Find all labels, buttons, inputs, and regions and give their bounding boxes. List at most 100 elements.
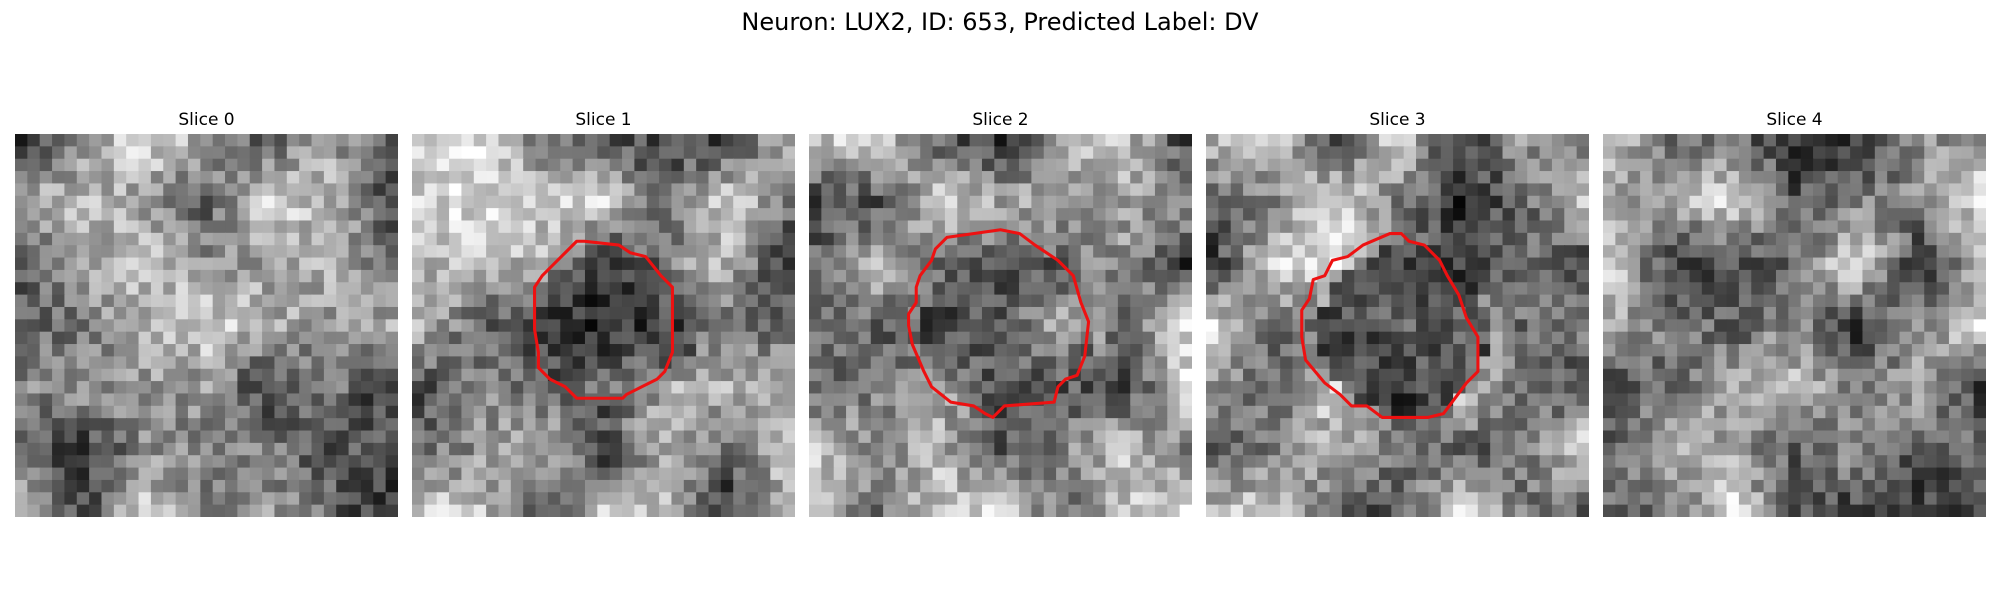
pixel-cell bbox=[858, 479, 872, 494]
pixel-cell bbox=[1080, 183, 1094, 197]
pixel-cell bbox=[27, 331, 41, 345]
pixel-cell bbox=[634, 368, 648, 382]
pixel-cell bbox=[745, 282, 759, 296]
pixel-cell bbox=[1206, 356, 1220, 370]
pixel-cell bbox=[1899, 418, 1913, 432]
pixel-cell bbox=[461, 220, 475, 234]
pixel-cell bbox=[1527, 492, 1541, 506]
pixel-cell bbox=[1317, 319, 1331, 333]
pixel-cell bbox=[52, 208, 66, 222]
pixel-cell bbox=[944, 171, 959, 185]
pixel-cell bbox=[1862, 245, 1876, 259]
pixel-cell bbox=[683, 405, 697, 419]
pixel-cell bbox=[1775, 405, 1790, 419]
pixel-cell bbox=[286, 344, 300, 358]
pixel-cell bbox=[1874, 492, 1888, 506]
pixel-cell bbox=[473, 479, 487, 494]
pixel-cell bbox=[696, 393, 710, 407]
pixel-cell bbox=[1738, 344, 1753, 358]
pixel-cell bbox=[733, 405, 747, 419]
pixel-cell bbox=[249, 282, 263, 296]
pixel-cell bbox=[1093, 146, 1107, 160]
pixel-cell bbox=[1105, 220, 1119, 234]
pixel-cell bbox=[1154, 232, 1169, 246]
pixel-cell bbox=[39, 405, 53, 419]
pixel-cell bbox=[609, 208, 623, 222]
pixel-cell bbox=[809, 455, 823, 469]
pixel-cell bbox=[1936, 269, 1950, 284]
pixel-cell bbox=[39, 282, 53, 296]
pixel-cell bbox=[1615, 146, 1629, 160]
pixel-cell bbox=[1539, 134, 1553, 148]
pixel-cell bbox=[597, 356, 611, 370]
pixel-cell bbox=[311, 208, 325, 222]
pixel-cell bbox=[622, 158, 636, 172]
pixel-cell bbox=[1924, 282, 1938, 296]
pixel-cell bbox=[1726, 356, 1740, 370]
pixel-cell bbox=[1627, 220, 1641, 234]
pixel-cell bbox=[708, 232, 722, 246]
pixel-cell bbox=[1551, 183, 1566, 197]
pixel-cell bbox=[770, 282, 784, 296]
pixel-cell bbox=[336, 442, 350, 456]
pixel-cell bbox=[1068, 195, 1082, 209]
pixel-cell bbox=[1874, 195, 1888, 209]
pixel-cell bbox=[1514, 479, 1528, 494]
pixel-cell bbox=[1701, 331, 1715, 345]
pixel-cell bbox=[1652, 195, 1666, 209]
pixel-cell bbox=[1068, 183, 1082, 197]
pixel-cell bbox=[237, 479, 251, 494]
pixel-cell bbox=[1664, 393, 1678, 407]
pixel-cell bbox=[89, 245, 103, 259]
pixel-cell bbox=[1056, 232, 1070, 246]
pixel-cell bbox=[1825, 344, 1839, 358]
pixel-cell bbox=[449, 134, 463, 148]
pixel-cell bbox=[1292, 282, 1306, 296]
pixel-cell bbox=[1664, 269, 1678, 284]
pixel-cell bbox=[1514, 393, 1528, 407]
pixel-cell bbox=[1130, 467, 1144, 481]
pixel-cell bbox=[1825, 269, 1839, 284]
pixel-cell bbox=[1899, 282, 1913, 296]
pixel-cell bbox=[1751, 331, 1765, 345]
pixel-cell bbox=[473, 442, 487, 456]
pixel-cell bbox=[1527, 467, 1541, 481]
pixel-cell bbox=[1677, 245, 1691, 259]
pixel-cell bbox=[870, 195, 884, 209]
pixel-cell bbox=[1502, 306, 1516, 321]
pixel-cell bbox=[1341, 442, 1356, 456]
pixel-cell bbox=[1800, 232, 1814, 246]
pixel-cell bbox=[1453, 430, 1467, 444]
pixel-cell bbox=[1689, 306, 1703, 321]
pixel-cell bbox=[1738, 381, 1753, 395]
pixel-cell bbox=[1255, 418, 1269, 432]
pixel-cell bbox=[1080, 504, 1094, 517]
pixel-cell bbox=[523, 257, 537, 271]
pixel-cell bbox=[1416, 220, 1430, 234]
pixel-cell bbox=[609, 455, 623, 469]
pixel-cell bbox=[1218, 467, 1232, 481]
pixel-cell bbox=[1539, 430, 1553, 444]
pixel-cell bbox=[1453, 134, 1467, 148]
pixel-cell bbox=[200, 393, 214, 407]
pixel-cell bbox=[1167, 269, 1181, 284]
pixel-cell bbox=[1948, 269, 1963, 284]
pixel-cell bbox=[1490, 319, 1504, 333]
pixel-cell bbox=[1179, 245, 1192, 259]
pixel-cell bbox=[1948, 245, 1963, 259]
pixel-cell bbox=[27, 455, 41, 469]
pixel-cell bbox=[336, 455, 350, 469]
pixel-cell bbox=[385, 381, 398, 395]
pixel-cell bbox=[473, 282, 487, 296]
pixel-cell bbox=[436, 356, 450, 370]
pixel-cell bbox=[212, 455, 226, 469]
pixel-cell bbox=[609, 220, 623, 234]
pixel-cell bbox=[1615, 504, 1629, 517]
pixel-cell bbox=[1973, 331, 1986, 345]
pixel-cell bbox=[671, 269, 685, 284]
pixel-cell bbox=[1973, 368, 1986, 382]
pixel-cell bbox=[473, 171, 487, 185]
pixel-cell bbox=[52, 368, 66, 382]
pixel-cell bbox=[449, 146, 463, 160]
pixel-cell bbox=[1701, 282, 1715, 296]
